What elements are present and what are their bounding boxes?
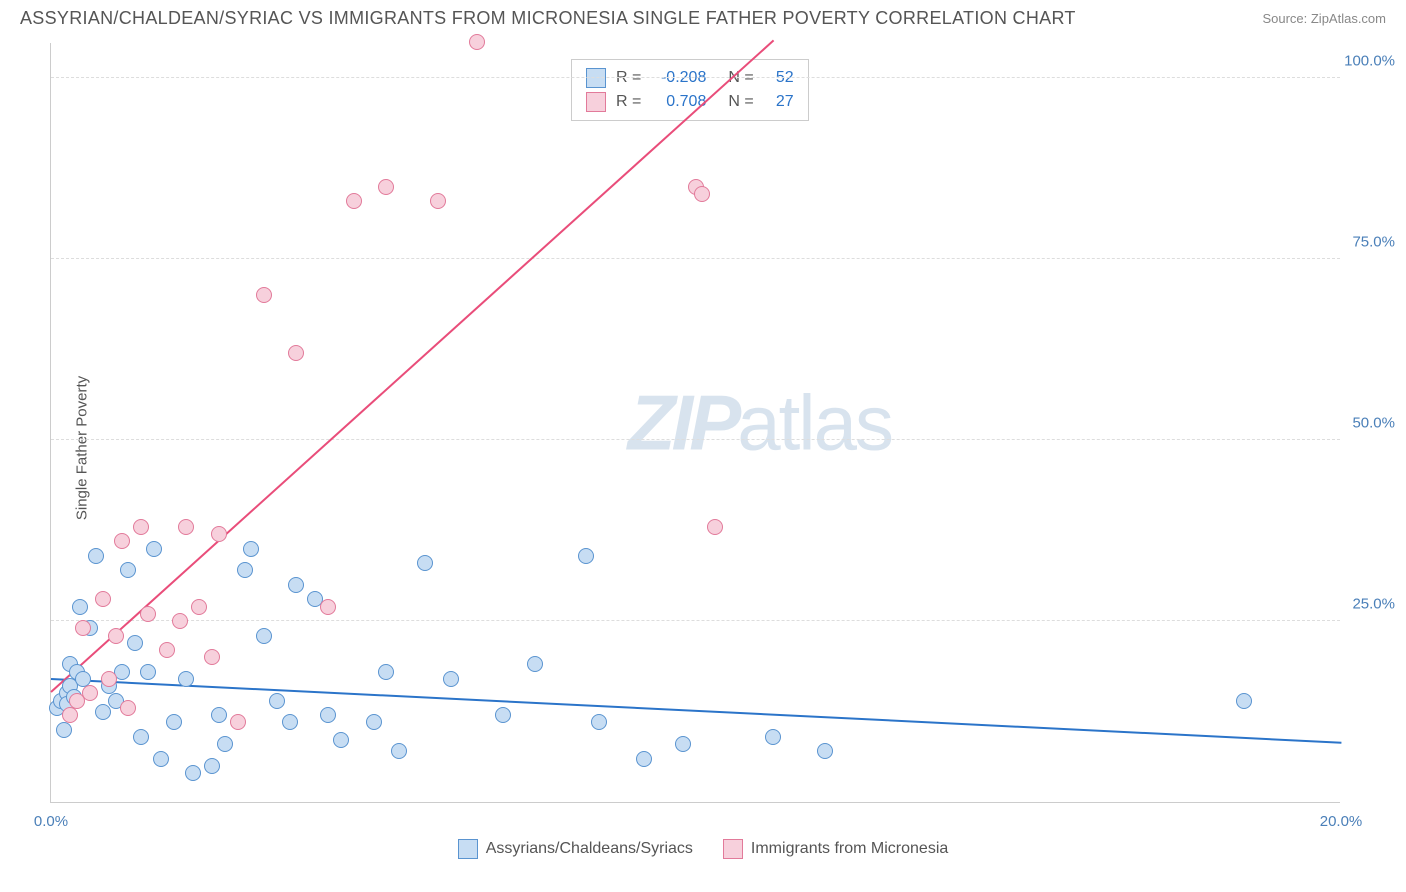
data-point xyxy=(166,714,182,730)
data-point xyxy=(56,722,72,738)
data-point xyxy=(346,193,362,209)
data-point xyxy=(185,765,201,781)
data-point xyxy=(391,743,407,759)
source-attribution: Source: ZipAtlas.com xyxy=(1262,11,1386,26)
data-point xyxy=(256,287,272,303)
plot-region: ZIPatlas R =-0.208N =52R =0.708N =27 25.… xyxy=(50,43,1340,803)
data-point xyxy=(191,599,207,615)
data-point xyxy=(217,736,233,752)
data-point xyxy=(765,729,781,745)
data-point xyxy=(320,707,336,723)
data-point xyxy=(133,519,149,535)
legend-item: Immigrants from Micronesia xyxy=(723,839,948,859)
chart-title: ASSYRIAN/CHALDEAN/SYRIAC VS IMMIGRANTS F… xyxy=(20,8,1076,29)
data-point xyxy=(172,613,188,629)
data-point xyxy=(120,700,136,716)
data-point xyxy=(95,591,111,607)
data-point xyxy=(694,186,710,202)
r-label: R = xyxy=(616,90,641,114)
data-point xyxy=(120,562,136,578)
legend-label: Immigrants from Micronesia xyxy=(751,840,948,857)
data-point xyxy=(469,34,485,50)
data-point xyxy=(108,628,124,644)
data-point xyxy=(211,526,227,542)
data-point xyxy=(88,548,104,564)
data-point xyxy=(527,656,543,672)
trend-line xyxy=(51,678,1341,744)
data-point xyxy=(333,732,349,748)
y-tick-label: 50.0% xyxy=(1352,415,1395,432)
data-point xyxy=(430,193,446,209)
legend-item: Assyrians/Chaldeans/Syriacs xyxy=(458,839,693,859)
trend-line xyxy=(50,40,774,693)
grid-line xyxy=(51,258,1340,259)
data-point xyxy=(75,620,91,636)
data-point xyxy=(72,599,88,615)
watermark: ZIPatlas xyxy=(628,377,892,468)
data-point xyxy=(256,628,272,644)
chart-area: Single Father Poverty ZIPatlas R =-0.208… xyxy=(0,33,1406,863)
data-point xyxy=(675,736,691,752)
data-point xyxy=(578,548,594,564)
data-point xyxy=(282,714,298,730)
data-point xyxy=(288,345,304,361)
data-point xyxy=(95,704,111,720)
data-point xyxy=(636,751,652,767)
legend-swatch xyxy=(723,839,743,859)
r-value: 0.708 xyxy=(651,90,706,114)
data-point xyxy=(211,707,227,723)
grid-line xyxy=(51,439,1340,440)
data-point xyxy=(114,533,130,549)
data-point xyxy=(817,743,833,759)
data-point xyxy=(320,599,336,615)
data-point xyxy=(443,671,459,687)
correlation-stats-box: R =-0.208N =52R =0.708N =27 xyxy=(571,59,809,121)
x-tick-label: 0.0% xyxy=(34,813,68,830)
data-point xyxy=(127,635,143,651)
data-point xyxy=(243,541,259,557)
data-point xyxy=(269,693,285,709)
data-point xyxy=(495,707,511,723)
data-point xyxy=(591,714,607,730)
data-point xyxy=(133,729,149,745)
data-point xyxy=(140,606,156,622)
grid-line xyxy=(51,620,1340,621)
data-point xyxy=(366,714,382,730)
data-point xyxy=(707,519,723,535)
data-point xyxy=(237,562,253,578)
data-point xyxy=(288,577,304,593)
data-point xyxy=(101,671,117,687)
grid-line xyxy=(51,77,1340,78)
data-point xyxy=(140,664,156,680)
data-point xyxy=(178,519,194,535)
y-tick-label: 25.0% xyxy=(1352,596,1395,613)
data-point xyxy=(153,751,169,767)
data-point xyxy=(159,642,175,658)
data-point xyxy=(378,179,394,195)
x-tick-label: 20.0% xyxy=(1320,813,1363,830)
n-label: N = xyxy=(728,90,753,114)
data-point xyxy=(1236,693,1252,709)
data-point xyxy=(62,707,78,723)
stats-row: R = 0.708 N = 27 xyxy=(586,90,794,114)
data-point xyxy=(82,685,98,701)
data-point xyxy=(204,758,220,774)
data-point xyxy=(146,541,162,557)
legend: Assyrians/Chaldeans/Syriacs Immigrants fr… xyxy=(0,839,1406,859)
data-point xyxy=(417,555,433,571)
data-point xyxy=(204,649,220,665)
data-point xyxy=(178,671,194,687)
legend-swatch xyxy=(458,839,478,859)
y-tick-label: 100.0% xyxy=(1344,53,1395,70)
data-point xyxy=(378,664,394,680)
legend-label: Assyrians/Chaldeans/Syriacs xyxy=(486,840,693,857)
data-point xyxy=(230,714,246,730)
chart-header: ASSYRIAN/CHALDEAN/SYRIAC VS IMMIGRANTS F… xyxy=(0,0,1406,33)
series-swatch xyxy=(586,92,606,112)
y-tick-label: 75.0% xyxy=(1352,234,1395,251)
n-value: 27 xyxy=(764,90,794,114)
